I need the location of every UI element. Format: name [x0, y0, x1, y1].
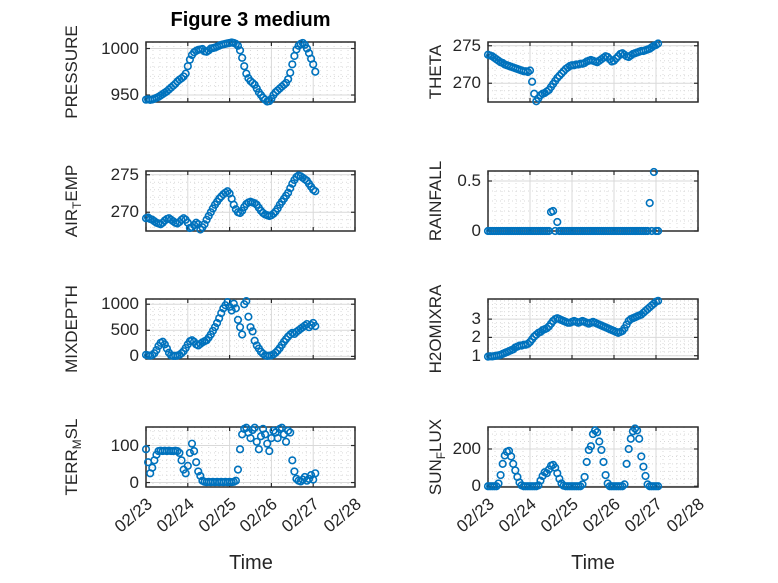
ytick-label-pressure: 1000 [101, 38, 139, 58]
ytick-label-mixdepth: 1000 [101, 294, 139, 314]
ylabel-part: F [434, 451, 448, 460]
ylabel-part: M [70, 439, 84, 450]
ylabel-part: LUX [426, 418, 445, 452]
ylabel-terr_msl: TERRMSL [61, 307, 84, 583]
xlabel-time-right: Time [571, 552, 615, 574]
ytick-label-air_temp: 270 [110, 202, 139, 222]
ytick-label-theta: 270 [452, 73, 481, 93]
ytick-label-mixdepth: 500 [110, 320, 139, 340]
ytick-label-mixdepth: 0 [129, 346, 139, 366]
subplot-terr_msl [141, 423, 356, 488]
ytick-label-h2omixra: 2 [471, 327, 481, 347]
ytick-label-h2omixra: 3 [471, 309, 481, 329]
ytick-label-sun_flux: 200 [452, 438, 481, 458]
series-theta [483, 39, 663, 106]
ytick-label-sun_flux: 0 [471, 476, 481, 496]
ytick-label-air_temp: 275 [110, 164, 139, 184]
subplot-pressure [141, 38, 356, 106]
series-terr_msl [141, 423, 320, 487]
subplot-sun_flux [483, 424, 699, 491]
series-mixdepth [141, 296, 320, 360]
ytick-label-rainfall: 0 [471, 221, 481, 240]
series-pressure [141, 38, 320, 106]
subplot-rainfall [483, 167, 699, 236]
ylabel-part: TERR [62, 449, 81, 496]
ylabel-part: SL [62, 418, 81, 440]
figure-title: Figure 3 medium [170, 9, 331, 31]
subplot-theta [483, 39, 699, 106]
ytick-label-terr_msl: 100 [110, 435, 139, 455]
series-sun_flux [483, 424, 663, 491]
xlabel-time-left: Time [229, 552, 273, 574]
subplot-air_temp [141, 170, 356, 234]
series-h2omixra [483, 296, 663, 361]
ytick-label-terr_msl: 0 [129, 472, 139, 492]
subplot-mixdepth [141, 296, 356, 360]
ytick-label-rainfall: 0.5 [457, 171, 481, 190]
ylabel-part: SUN [426, 459, 445, 496]
ytick-label-theta: 275 [452, 35, 481, 55]
subplot-h2omixra [483, 296, 699, 361]
series-rainfall [483, 167, 663, 236]
ytick-label-h2omixra: 1 [471, 345, 481, 365]
ytick-label-pressure: 950 [110, 85, 139, 105]
series-air_temp [141, 171, 320, 234]
